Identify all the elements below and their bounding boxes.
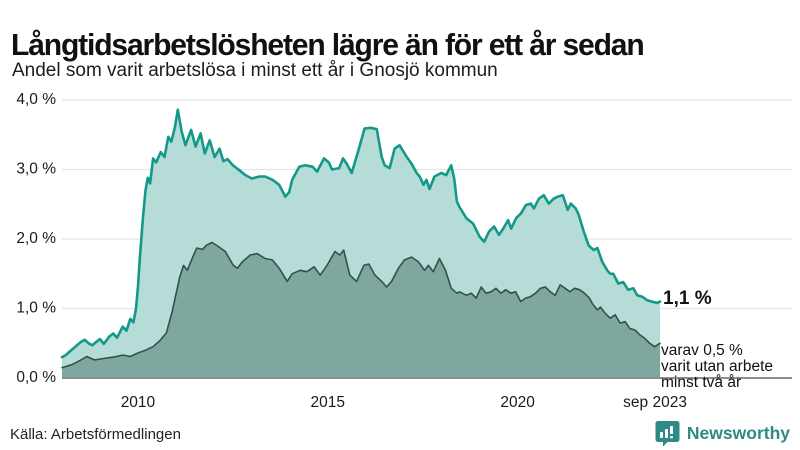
newsworthy-logo: Newsworthy <box>655 419 790 447</box>
x-tick-label-0: 2010 <box>121 394 156 411</box>
newsworthy-wordmark: Newsworthy <box>686 422 790 443</box>
source-attribution: Källa: Arbetsförmedlingen <box>10 426 181 443</box>
annotation-two-year-line1: varav 0,5 % <box>661 342 743 359</box>
chart-subtitle: Andel som varit arbetslösa i minst ett å… <box>12 60 498 81</box>
newsworthy-bar-chart-bubble-icon <box>655 420 680 446</box>
y-tick-label-2: 2,0 % <box>16 230 56 247</box>
series-line-total <box>60 108 662 359</box>
y-tick-label-3: 3,0 % <box>16 161 56 178</box>
x-tick-label-1: 2015 <box>311 394 345 411</box>
series-area-two-year <box>62 242 660 378</box>
y-tick-label-0: 0,0 % <box>16 369 56 386</box>
annotation-latest-total: 1,1 % <box>663 288 712 309</box>
annotation-two-year: varav 0,5 % varit utan arbete minst två … <box>661 343 773 391</box>
annotation-two-year-line3: minst två år <box>661 374 742 391</box>
y-tick-label-1: 1,0 % <box>16 300 56 317</box>
annotation-two-year-line2: varit utan arbete <box>661 358 774 375</box>
series-line-two-year <box>61 241 661 369</box>
x-tick-label-3: sep 2023 <box>623 394 687 411</box>
page-title: Långtidsarbetslösheten lägre än för ett … <box>11 26 645 62</box>
y-tick-label-4: 4,0 % <box>16 91 56 108</box>
x-tick-label-2: 2020 <box>500 394 535 411</box>
